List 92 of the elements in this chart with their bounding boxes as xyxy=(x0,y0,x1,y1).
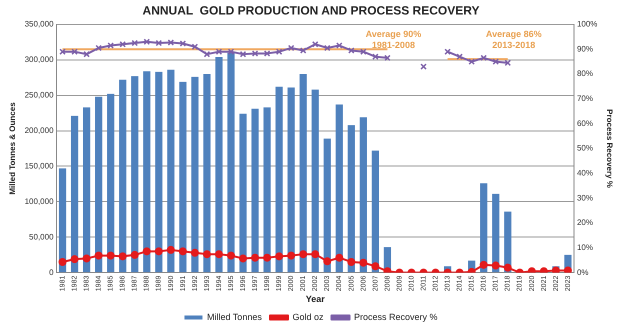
point xyxy=(252,50,258,57)
y-tick-label: 350,000 xyxy=(24,20,54,29)
bar xyxy=(251,108,259,272)
point xyxy=(83,50,90,58)
bar xyxy=(155,72,162,272)
bar xyxy=(191,76,199,272)
y2-axis-title: Process Recovery % xyxy=(604,109,614,188)
bar xyxy=(372,150,380,272)
point xyxy=(336,42,343,49)
point xyxy=(240,50,246,58)
y-tick-label: 150,000 xyxy=(24,161,54,170)
annotation: Average 90% 1981-2008 xyxy=(366,28,422,50)
bar xyxy=(480,183,488,272)
annotation: Average 86% 2013-2018 xyxy=(486,28,542,50)
bar xyxy=(58,168,66,272)
y2-tick-label: 40% xyxy=(576,168,593,178)
y-tick-label: 200,000 xyxy=(24,126,54,135)
y2-tick-label: 80% xyxy=(576,69,593,78)
point xyxy=(107,42,114,49)
bar xyxy=(95,96,102,272)
point xyxy=(384,54,391,62)
bar xyxy=(336,104,343,272)
y2-tick-label: 50% xyxy=(576,144,593,153)
y-tick-label: 50,000 xyxy=(29,232,54,242)
point xyxy=(480,54,487,62)
y-axis-title: Milled Tonnes & Ounces xyxy=(8,102,18,195)
point xyxy=(288,44,294,52)
point xyxy=(192,44,198,50)
bar xyxy=(300,74,307,272)
bar xyxy=(179,82,186,272)
point xyxy=(95,44,102,52)
point xyxy=(59,48,66,55)
point xyxy=(119,41,126,48)
bar xyxy=(82,107,90,272)
point xyxy=(468,58,475,65)
bar xyxy=(131,76,138,272)
y2-tick-label: 70% xyxy=(576,94,593,104)
bar xyxy=(492,194,500,272)
y2-tick-label: 90% xyxy=(576,44,593,54)
point xyxy=(492,58,499,65)
point xyxy=(504,60,511,66)
point xyxy=(324,44,330,52)
bar xyxy=(288,88,295,272)
point xyxy=(264,50,270,57)
point xyxy=(144,38,150,45)
bar xyxy=(276,86,283,272)
point xyxy=(132,40,138,46)
point xyxy=(420,63,427,70)
bar xyxy=(107,94,114,272)
bar xyxy=(167,70,174,272)
y2-tick-label: 0% xyxy=(576,268,588,277)
bar xyxy=(70,116,78,272)
bar xyxy=(324,138,331,272)
point xyxy=(312,41,318,48)
bar xyxy=(312,90,319,272)
point xyxy=(348,47,355,54)
point xyxy=(300,47,306,54)
x-axis-title: Year xyxy=(306,294,326,304)
legend-label: Milled Tonnes xyxy=(206,312,262,322)
point xyxy=(168,39,174,46)
point xyxy=(204,50,210,58)
bar xyxy=(119,80,126,272)
bar xyxy=(203,74,211,272)
point xyxy=(444,48,451,55)
point xyxy=(156,40,162,46)
bar xyxy=(227,52,235,272)
bar xyxy=(143,71,150,272)
y-tick-label: 250,000 xyxy=(24,90,54,100)
bar xyxy=(263,107,271,272)
y2-tick-label: 60% xyxy=(576,118,593,128)
point xyxy=(71,48,78,55)
y2-tick-label: 10% xyxy=(576,243,593,252)
y2-tick-label: 20% xyxy=(576,218,593,228)
bar xyxy=(348,125,355,272)
y-tick-label: 0 xyxy=(49,268,54,277)
legend-label: Gold oz xyxy=(292,312,324,322)
point xyxy=(180,40,186,47)
point xyxy=(372,53,379,60)
y-tick-label: 300,000 xyxy=(24,55,54,64)
bar xyxy=(215,57,223,272)
point xyxy=(216,48,222,55)
y2-tick-label: 30% xyxy=(576,193,593,202)
bar xyxy=(360,117,367,272)
point xyxy=(360,48,367,55)
y2-tick-label: 100% xyxy=(576,20,598,29)
legend-label: Process Recovery % xyxy=(354,312,438,322)
point xyxy=(456,53,463,60)
point xyxy=(276,48,282,55)
y-tick-label: 100,000 xyxy=(24,196,54,206)
point xyxy=(228,48,234,55)
bar xyxy=(239,114,247,272)
chart-title: ANNUAL GOLD PRODUCTION AND PROCESS RECOVERY xyxy=(142,4,480,18)
